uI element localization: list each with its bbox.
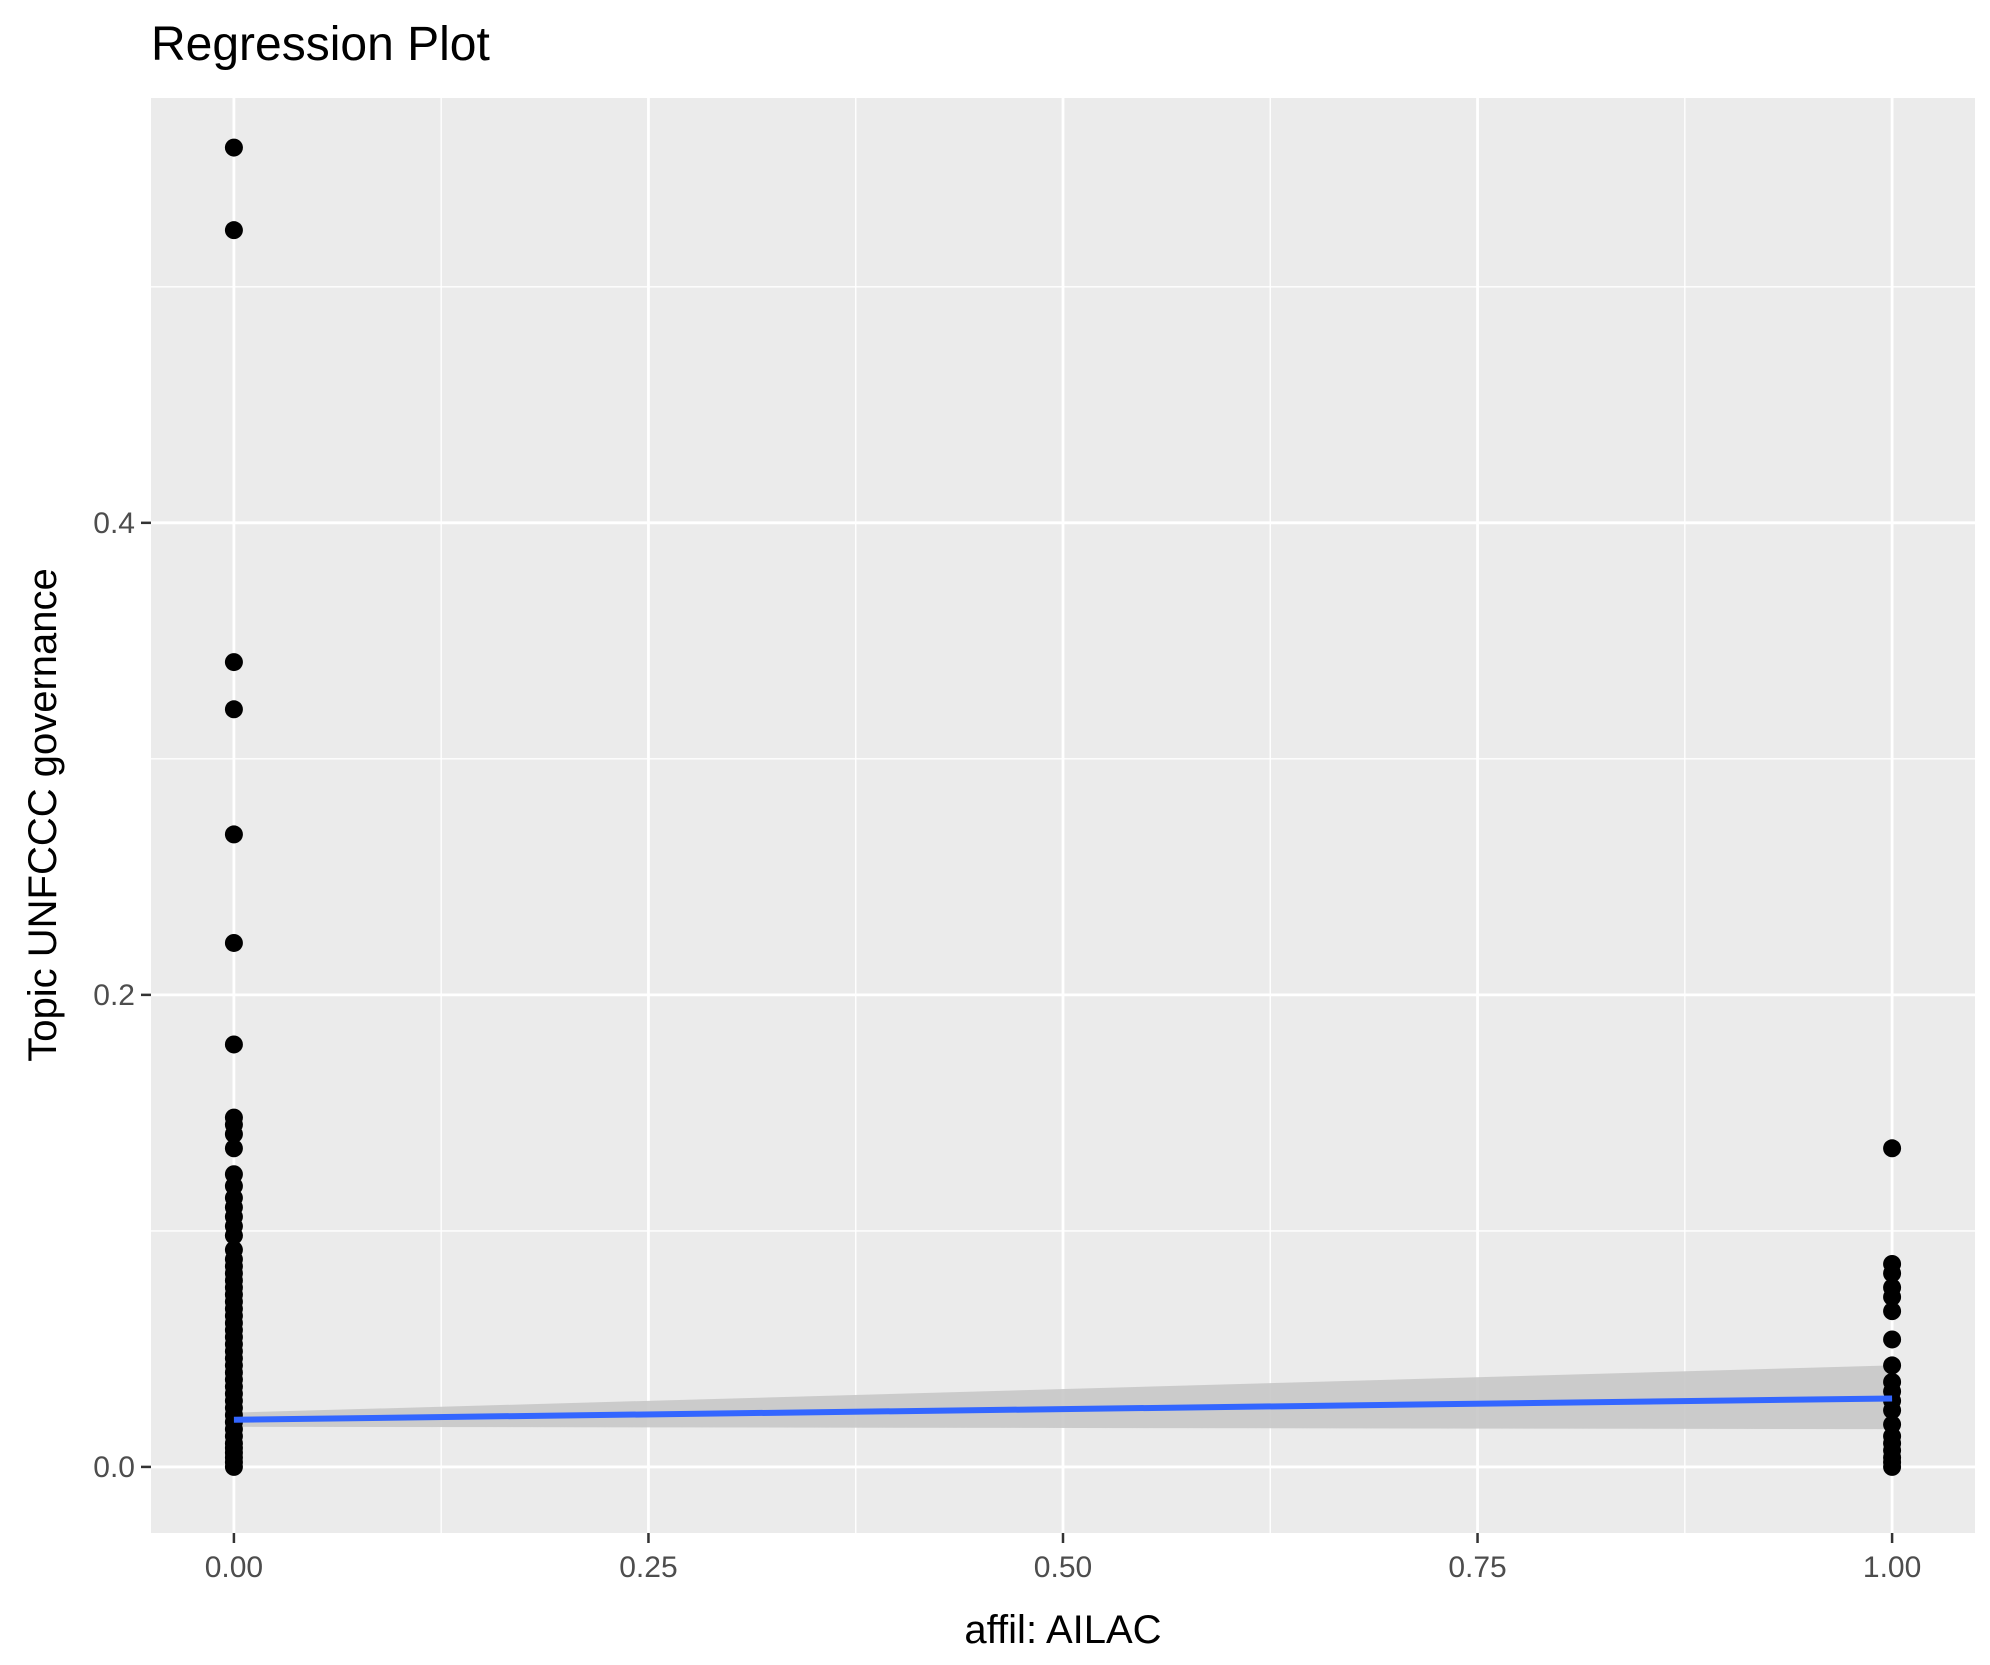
data-point [1883, 1264, 1902, 1283]
data-point [1883, 1287, 1902, 1306]
regression-line [233, 1395, 1893, 1423]
chart-title: Regression Plot [151, 18, 490, 71]
x-tick-label: 1.00 [1863, 1551, 1921, 1584]
x-axis: 0.00 0.25 0.50 0.75 1.00 [205, 1533, 1921, 1584]
data-point [1883, 1330, 1902, 1349]
data-points [224, 138, 1902, 1476]
data-point [1883, 1401, 1902, 1420]
data-point [224, 825, 243, 844]
grid-major [151, 98, 1975, 1533]
data-point [1883, 1139, 1902, 1158]
x-tick-label: 0.25 [619, 1551, 677, 1584]
data-point [224, 1457, 243, 1476]
regression-line-layer [233, 1395, 1893, 1423]
y-tick-label: 0.4 [93, 507, 135, 540]
data-point [224, 221, 243, 240]
x-tick-label: 0.00 [205, 1551, 263, 1584]
y-tick-label: 0.2 [93, 979, 135, 1012]
y-axis: 0.0 0.2 0.4 [93, 507, 151, 1484]
x-tick-label: 0.50 [1034, 1551, 1092, 1584]
data-point [224, 1139, 243, 1158]
data-point [224, 138, 243, 157]
y-tick-label: 0.0 [93, 1451, 135, 1484]
data-point [224, 1035, 243, 1054]
data-point [1883, 1457, 1902, 1476]
x-tick-label: 0.75 [1448, 1551, 1506, 1584]
data-point [1883, 1356, 1902, 1375]
x-axis-title: affil: AILAC [964, 1608, 1161, 1652]
data-point [224, 1226, 243, 1245]
y-axis-title: Topic UNFCCC governance [21, 568, 65, 1062]
data-point [1883, 1302, 1902, 1321]
data-point [224, 653, 243, 672]
data-point [224, 933, 243, 952]
data-point [224, 1125, 243, 1144]
data-point [224, 700, 243, 719]
